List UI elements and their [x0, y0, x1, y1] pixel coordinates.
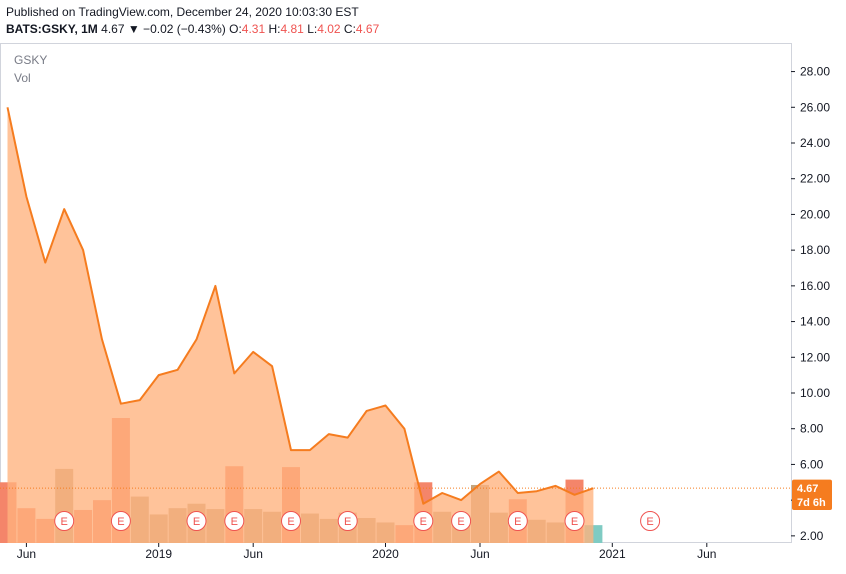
open-label: O: [229, 22, 242, 36]
y-tick-label: 28.00 [800, 65, 830, 79]
low-value: 4.02 [317, 22, 341, 36]
earnings-marker-label: E [193, 516, 200, 528]
price-area [7, 107, 594, 544]
earnings-marker-icon [413, 511, 434, 531]
x-tick-label: Jun [697, 547, 716, 561]
earnings-marker-label: E [420, 516, 427, 528]
y-tick-label: 8.00 [800, 422, 824, 436]
price-change: ▼ −0.02 (−0.43%) [127, 22, 226, 36]
y-tick-label: 22.00 [800, 172, 830, 186]
earnings-marker-icon [54, 511, 75, 531]
last-price-badge-label: 4.67 [797, 483, 818, 495]
y-tick-label: 20.00 [800, 207, 830, 221]
open-value: 4.31 [241, 22, 266, 36]
close-value: 4.67 [355, 22, 380, 36]
low-label: L: [307, 22, 318, 36]
earnings-marker-label: E [231, 516, 238, 528]
earnings-marker-label: E [514, 516, 521, 528]
earnings-marker-label: E [344, 516, 351, 528]
y-tick-label: 12.00 [800, 350, 830, 364]
earnings-marker-icon [110, 511, 131, 531]
y-tick-label: 6.00 [800, 457, 824, 471]
countdown-badge [792, 493, 832, 510]
earnings-marker-icon [337, 511, 358, 531]
earnings-marker-label: E [287, 516, 294, 528]
earnings-marker-label: E [646, 516, 653, 528]
earnings-marker-icon [640, 511, 661, 531]
earnings-marker-icon [224, 511, 245, 531]
y-tick-label: 14.00 [800, 315, 830, 329]
earnings-marker-label: E [61, 516, 68, 528]
x-tick-label: 2019 [145, 547, 172, 561]
time-axis[interactable]: Jun 2019 Jun 2020 Jun 2021 Jun [17, 543, 717, 561]
x-tick-label: 2020 [372, 547, 399, 561]
x-tick-label: Jun [244, 547, 263, 561]
earnings-marker-icon [564, 511, 585, 531]
price-line [6, 107, 594, 505]
x-tick-label: Jun [17, 547, 36, 561]
symbol-label[interactable]: BATS:GSKY, 1M [6, 22, 98, 36]
y-tick-label: 2.00 [800, 529, 824, 543]
x-tick-label: 2021 [599, 547, 626, 561]
earnings-marker-label: E [571, 516, 578, 528]
chart-header: Published on TradingView.com, December 2… [0, 0, 846, 42]
high-value: 4.81 [280, 22, 304, 36]
y-tick-label: 10.00 [800, 386, 830, 400]
y-tick-label: 18.00 [800, 243, 830, 257]
earnings-marker-icon [451, 511, 472, 531]
countdown-label: 7d 6h [797, 497, 826, 509]
high-label: H: [268, 22, 281, 36]
y-tick-label: 26.00 [800, 100, 830, 114]
earnings-marker-icon [186, 511, 207, 531]
earnings-marker-icon [281, 511, 301, 531]
price-axis[interactable]: 2.004.006.008.0010.0012.0014.0016.0018.0… [791, 65, 830, 543]
legend-symbol: GSKY [14, 53, 47, 67]
earnings-marker-icon [507, 511, 528, 531]
last-price-badge [792, 479, 832, 497]
x-tick-label: Jun [470, 547, 489, 561]
close-label: C: [343, 22, 356, 36]
published-note: Published on TradingView.com, December 2… [6, 5, 359, 19]
earnings-marker-label: E [457, 516, 464, 528]
legend-volume: Vol [14, 71, 31, 85]
y-tick-label: 16.00 [800, 279, 830, 293]
earnings-marker-label: E [117, 516, 124, 528]
last-price: 4.67 [101, 22, 125, 36]
y-tick-label: 24.00 [800, 136, 830, 150]
ohlc-legend: BATS:GSKY, 1M 4.67 ▼ −0.02 (−0.43%) O:4.… [6, 22, 379, 36]
